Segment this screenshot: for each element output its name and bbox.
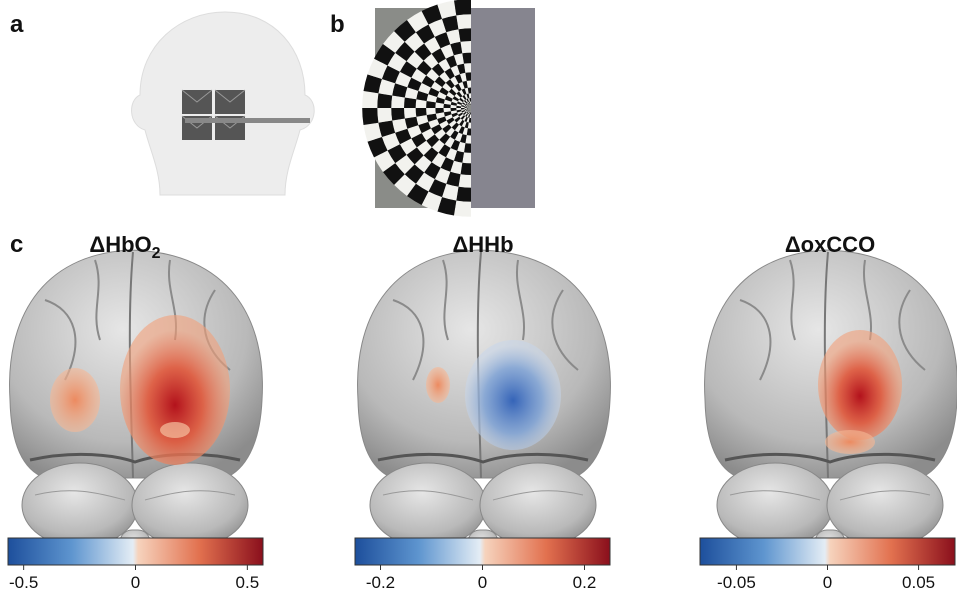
checker-cell (459, 174, 472, 188)
checker-cell (404, 98, 416, 109)
checker-cell (391, 96, 405, 109)
checker-cell (377, 93, 392, 108)
checker-cell (461, 163, 472, 175)
brain-oxcco (705, 250, 957, 565)
checker-cell (362, 108, 378, 125)
colorbar (700, 538, 955, 565)
map-title-text: ΔoxCCO (785, 232, 875, 257)
map-title-text: ΔHHb (452, 232, 513, 257)
map-title-subscript: 2 (152, 245, 161, 262)
checker-cell (391, 108, 405, 121)
figure: a b c ΔHbO2 -0.5 0 0.5 ΔHHb -0.2 0 0.2 ΔoxCCO -0.… (0, 0, 957, 595)
colorbar-tick-label: 0 (131, 573, 140, 592)
colorbar-tick-label: 0 (823, 573, 832, 592)
checker-cell (454, 0, 471, 15)
colorbar-tick-label: 0.05 (902, 573, 935, 592)
head-illustration (132, 12, 315, 195)
map-title: ΔoxCCO (785, 232, 875, 257)
colorbar-tick-label: 0 (478, 573, 487, 592)
brain-hhb (358, 250, 611, 565)
map-title-text: ΔHbO (89, 232, 151, 257)
checker-cell (459, 28, 472, 42)
brain-hbo2 (10, 250, 263, 565)
panel-label: a (10, 11, 24, 38)
colorbar-tick-label: 0.2 (573, 573, 597, 592)
checker-cell (454, 201, 471, 217)
checker-cell (362, 91, 378, 108)
colorbar-tick-label: -0.05 (717, 573, 756, 592)
panel-label: c (10, 231, 23, 258)
checker-cell (461, 41, 472, 53)
colorbar-tick-label: 0.5 (236, 573, 260, 592)
checker-cell (377, 108, 392, 123)
colorbar-tick-label: -0.2 (366, 573, 395, 592)
map-title: ΔHHb (452, 232, 513, 257)
colorbar-tick-label: -0.5 (9, 573, 38, 592)
checker-cell (456, 187, 471, 202)
colorbar (8, 538, 263, 565)
checkerboard-stimulus (362, 0, 535, 217)
colorbar (355, 538, 610, 565)
checker-cell (456, 14, 471, 29)
panel-label: b (330, 11, 345, 38)
checker-cell (404, 108, 416, 119)
